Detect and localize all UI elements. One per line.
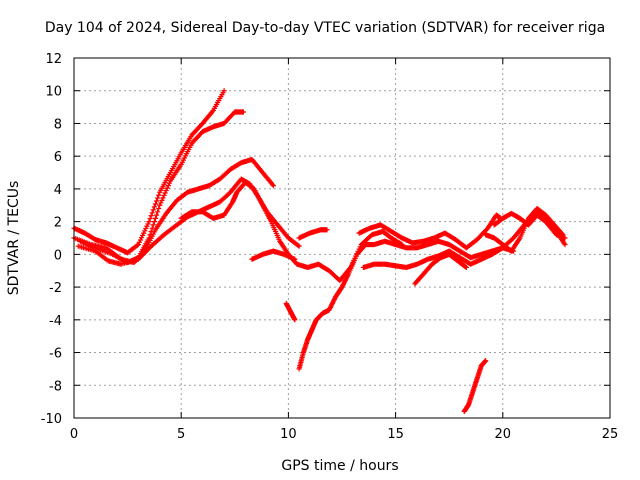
y-tick-label: 0 — [54, 248, 62, 263]
y-tick-label: -6 — [49, 347, 62, 362]
data-point — [159, 197, 165, 203]
data-point — [165, 183, 171, 189]
data-point — [295, 242, 301, 248]
y-tick-label: -2 — [49, 281, 62, 296]
data-point — [148, 213, 154, 219]
y-tick-label: -8 — [49, 379, 62, 394]
y-axis-label: SDTVAR / TECUs — [6, 181, 22, 296]
data-point — [156, 205, 162, 212]
data-point — [163, 187, 169, 194]
series-5 — [249, 248, 298, 262]
x-tick-label: 0 — [70, 427, 78, 442]
data-point — [463, 264, 469, 271]
series-13 — [461, 358, 489, 415]
data-point — [158, 200, 164, 206]
data-point — [157, 202, 163, 208]
series-9 — [356, 212, 504, 251]
series-4 — [178, 179, 405, 284]
series-11 — [412, 251, 469, 287]
data-point — [147, 216, 153, 222]
data-point — [150, 222, 156, 228]
data-point — [134, 242, 140, 248]
plot-frame — [73, 57, 611, 419]
y-tick-label: 4 — [54, 183, 62, 198]
data-point — [161, 192, 167, 199]
data-point — [160, 195, 166, 201]
series-14 — [483, 205, 566, 254]
grid-lines — [74, 58, 610, 418]
x-tick-label: 10 — [280, 427, 297, 442]
data-point — [166, 180, 173, 186]
data-point — [292, 317, 298, 323]
data-point — [462, 264, 469, 270]
chart-title: Day 104 of 2024, Sidereal Day-to-day VTE… — [45, 20, 605, 36]
data-point — [151, 204, 157, 210]
y-tick-label: 6 — [54, 150, 62, 165]
series-7 — [283, 300, 298, 323]
data-point — [149, 210, 155, 216]
x-axis-label: GPS time / hours — [281, 458, 398, 474]
data-point — [292, 256, 298, 262]
data-point — [164, 185, 170, 191]
data-point — [483, 358, 489, 364]
series-0 — [71, 88, 227, 256]
x-tick-label: 5 — [177, 427, 185, 442]
data-point — [560, 232, 566, 238]
data-point — [152, 201, 159, 207]
y-tick-label: 12 — [45, 52, 62, 67]
data-point — [146, 219, 152, 225]
data-marks — [71, 88, 568, 415]
data-point — [240, 109, 246, 115]
data-point — [156, 192, 162, 198]
data-point — [559, 231, 565, 237]
data-point — [296, 243, 302, 249]
data-point — [324, 227, 330, 233]
data-point — [270, 183, 276, 189]
data-point — [151, 219, 157, 225]
y-tick-label: 10 — [45, 85, 62, 100]
data-point — [152, 215, 159, 221]
y-tick-label: -10 — [41, 412, 62, 427]
y-tick-label: -4 — [49, 314, 62, 329]
axis-ticks: 0 5 10 15 20 25 -10 -8 -6 -4 -2 0 2 4 6 8 10 12 — [41, 52, 619, 442]
data-point — [562, 241, 568, 248]
data-point — [162, 190, 168, 196]
y-tick-label: 8 — [54, 117, 62, 132]
data-point — [155, 195, 161, 201]
x-tick-label: 15 — [387, 427, 404, 442]
data-point — [221, 88, 227, 94]
data-point — [562, 235, 568, 241]
x-tick-label: 20 — [495, 427, 512, 442]
data-point — [155, 209, 161, 215]
x-tick-label: 25 — [602, 427, 619, 442]
series-8 — [296, 238, 517, 372]
data-point — [153, 212, 160, 218]
series-6 — [296, 227, 330, 241]
y-tick-label: 2 — [54, 216, 62, 231]
data-point — [150, 207, 156, 213]
data-point — [153, 198, 160, 204]
